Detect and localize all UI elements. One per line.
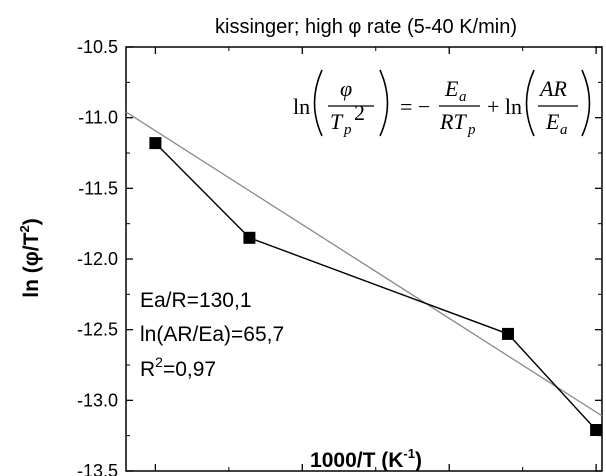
- equation-equals-minus: = −: [400, 94, 430, 119]
- annotation-r-squared: R2=0,97: [140, 354, 216, 381]
- equation-RT-sub: p: [467, 122, 476, 138]
- series-line: [154, 142, 597, 431]
- axis-tick-labels: -10.5-11.0-11.5-12.0-12.5-13.0-13.50.590…: [77, 37, 118, 476]
- axis-ticks: [126, 46, 602, 472]
- equation-T-sub: p: [343, 122, 352, 138]
- equation-paren-left-1: [313, 69, 323, 137]
- data-point: [243, 231, 256, 244]
- plot-area: [125, 46, 603, 472]
- equation-RT: RT: [439, 109, 467, 134]
- y-tick-label: -10.5: [77, 37, 118, 57]
- x-axis-title: 1000/T (K-1): [310, 446, 422, 472]
- kissinger-equation: ln φ T p 2 = − E a RT p + ln AR E a: [293, 69, 591, 138]
- equation-plus-ln: + ln: [487, 94, 522, 119]
- equation-E: E: [444, 76, 459, 101]
- data-point: [501, 327, 514, 340]
- equation-paren-right-2: [581, 69, 591, 137]
- data-point: [590, 424, 603, 437]
- equation-Ea-sub: a: [560, 122, 568, 138]
- equation-T: T: [330, 109, 344, 134]
- equation-phi: φ: [340, 76, 352, 101]
- equation-paren-right-1: [379, 69, 389, 137]
- y-tick-label: -13.0: [77, 390, 118, 410]
- y-tick-label: -11.0: [78, 108, 118, 128]
- equation-ln-left: ln: [293, 94, 310, 119]
- data-point: [149, 137, 162, 150]
- annotation-ea-r: Ea/R=130,1: [140, 289, 252, 312]
- annotation-ln-ar-ea: ln(AR/Ea)=65,7: [140, 323, 284, 346]
- equation-Ea: E: [545, 109, 560, 134]
- y-tick-label: -12.0: [77, 249, 118, 269]
- y-tick-label: -12.5: [77, 320, 118, 340]
- fit-line: [125, 111, 603, 417]
- chart-title: kissinger; high φ rate (5-40 K/min): [215, 16, 517, 38]
- equation-T-sup: 2: [354, 100, 365, 125]
- y-tick-label: -13.5: [77, 461, 118, 476]
- equation-AR: AR: [538, 76, 567, 101]
- y-axis-title: ln (φ/T2): [17, 218, 43, 297]
- data-points: [149, 137, 603, 437]
- equation-E-sub: a: [459, 89, 467, 105]
- equation-paren-left-2: [525, 69, 535, 137]
- y-tick-label: -11.5: [78, 178, 118, 198]
